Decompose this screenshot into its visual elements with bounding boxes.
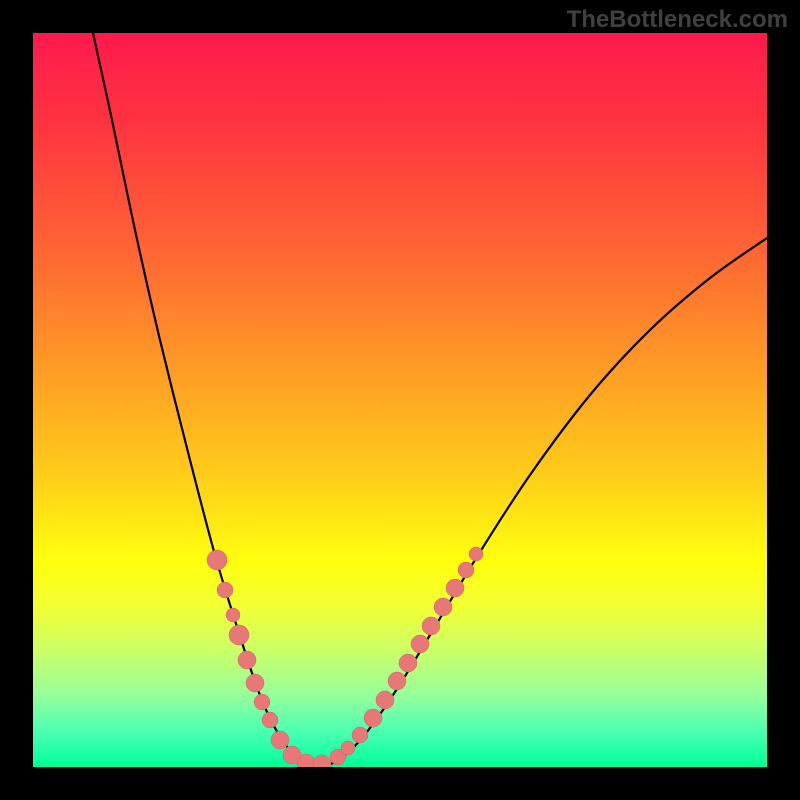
chart-svg [0, 0, 800, 800]
chart-container: TheBottleneck.com [0, 0, 800, 800]
marker-point [388, 672, 406, 690]
marker-point [254, 694, 270, 710]
marker-point [238, 651, 256, 669]
marker-point [446, 579, 464, 597]
marker-point [434, 598, 452, 616]
marker-point [458, 562, 474, 578]
marker-point [217, 582, 233, 598]
marker-point [341, 741, 355, 755]
marker-point [262, 712, 278, 728]
watermark-text: TheBottleneck.com [567, 6, 788, 34]
marker-point [399, 654, 417, 672]
marker-point [352, 727, 368, 743]
marker-point [229, 625, 249, 645]
marker-point [411, 635, 429, 653]
marker-point [207, 550, 227, 570]
marker-point [271, 731, 289, 749]
marker-point [422, 617, 440, 635]
marker-point [376, 691, 394, 709]
gradient-background [33, 33, 767, 767]
plot-area [33, 33, 767, 773]
marker-point [246, 674, 264, 692]
marker-point [226, 608, 240, 622]
marker-point [469, 547, 483, 561]
marker-point [364, 709, 382, 727]
